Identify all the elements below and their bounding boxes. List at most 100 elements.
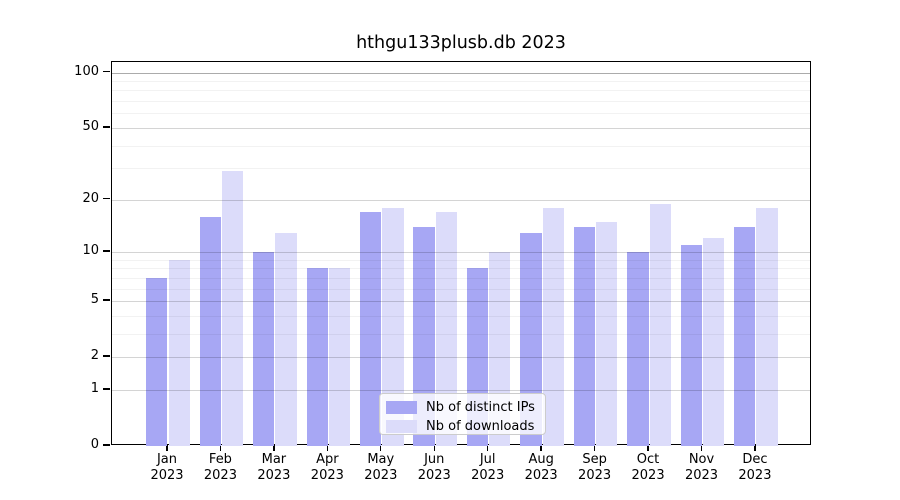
x-label-year: 2023	[738, 467, 772, 483]
chart-title: hthgu133plusb.db 2023	[356, 33, 566, 53]
bar-downloads-jun	[435, 212, 458, 446]
x-tick-jun	[433, 445, 435, 451]
gridline-minor-9	[112, 259, 810, 261]
y-tick-50	[103, 126, 110, 128]
x-tick-label-feb: Feb 2023	[190, 452, 250, 483]
x-tick-jul	[487, 445, 489, 451]
gridline-1	[112, 389, 810, 391]
y-tick-label-2: 2	[90, 348, 99, 364]
gridline-minor-6	[112, 288, 810, 290]
x-label-month: Oct	[636, 452, 660, 467]
legend: Nb of distinct IPs Nb of downloads	[379, 393, 546, 435]
x-tick-dec	[754, 445, 756, 451]
x-label-year: 2023	[257, 467, 291, 483]
y-tick-1	[103, 388, 110, 390]
legend-label-distinct-ips: Nb of distinct IPs	[426, 400, 535, 415]
x-label-month: Jun	[424, 452, 445, 467]
x-label-month: Mar	[261, 452, 287, 467]
x-label-year: 2023	[471, 467, 505, 483]
x-label-year: 2023	[578, 467, 612, 483]
legend-item-downloads: Nb of downloads	[386, 419, 545, 434]
legend-label-downloads: Nb of downloads	[426, 419, 535, 434]
y-tick-label-0: 0	[90, 437, 99, 452]
x-tick-aug	[540, 445, 542, 451]
x-tick-label-sep: Sep 2023	[565, 452, 625, 483]
gridline-minor-90	[112, 81, 810, 83]
x-label-year: 2023	[203, 467, 237, 483]
bar-distinct-ips-aug	[520, 232, 542, 446]
bar-distinct-ips-nov	[680, 244, 702, 446]
gridline-minor-8	[112, 268, 810, 270]
legend-swatch-distinct-ips	[386, 401, 417, 414]
gridline-minor-60	[112, 113, 810, 115]
x-label-month: Jul	[479, 452, 496, 467]
x-label-month: Feb	[208, 452, 232, 467]
x-tick-label-aug: Aug 2023	[511, 452, 571, 483]
x-label-year: 2023	[684, 467, 719, 483]
x-tick-label-jan: Jan 2023	[137, 452, 197, 483]
gridline-minor-4	[112, 315, 810, 317]
bar-distinct-ips-jan	[146, 277, 168, 446]
y-tick-label-10: 10	[82, 243, 99, 258]
bar-distinct-ips-apr	[306, 268, 328, 446]
x-label-year: 2023	[150, 467, 184, 483]
x-label-year: 2023	[310, 467, 344, 483]
x-tick-label-nov: Nov 2023	[672, 452, 732, 483]
y-tick-0	[103, 444, 110, 446]
x-tick-mar	[273, 445, 275, 451]
x-tick-feb	[219, 445, 222, 451]
gridline-100	[112, 72, 810, 74]
gridline-minor-7	[112, 277, 810, 279]
gridline-minor-40	[112, 145, 810, 147]
bar-downloads-dec	[756, 207, 778, 446]
bar-distinct-ips-sep	[573, 226, 596, 446]
bar-downloads-feb	[221, 170, 244, 446]
y-tick-label-20: 20	[82, 190, 99, 206]
x-label-month: Jan	[156, 452, 178, 467]
bar-downloads-jan	[168, 259, 190, 446]
x-label-year: 2023	[364, 467, 398, 483]
x-tick-sep	[593, 445, 596, 451]
x-label-year: 2023	[417, 467, 451, 483]
bar-downloads-apr	[328, 268, 351, 446]
x-label-month: Dec	[742, 452, 768, 467]
bar-downloads-aug	[542, 207, 564, 446]
bar-distinct-ips-jun	[413, 226, 435, 446]
x-tick-may	[380, 445, 382, 451]
x-tick-label-jun: Jun 2023	[404, 452, 464, 483]
x-tick-label-jul: Jul 2023	[458, 452, 518, 483]
x-label-month: Aug	[528, 452, 554, 467]
bar-distinct-ips-feb	[199, 216, 221, 446]
x-label-month: Apr	[316, 452, 339, 467]
gridline-minor-80	[112, 90, 810, 92]
y-tick-10	[103, 250, 110, 252]
x-tick-label-oct: Oct 2023	[618, 452, 678, 483]
y-tick-20	[103, 197, 110, 200]
x-label-year: 2023	[631, 467, 665, 483]
bar-distinct-ips-mar	[253, 252, 275, 446]
x-label-month: Sep	[582, 452, 607, 467]
bar-downloads-may	[382, 207, 404, 446]
gridline-2	[112, 357, 810, 359]
bar-downloads-mar	[275, 232, 297, 446]
gridline-50	[112, 127, 810, 129]
bar-downloads-sep	[596, 221, 618, 446]
y-tick-label-1: 1	[90, 380, 99, 396]
x-tick-jan	[166, 445, 168, 451]
x-tick-label-may: May 2023	[351, 452, 411, 483]
bar-distinct-ips-may	[360, 212, 382, 446]
x-tick-label-apr: Apr 2023	[297, 452, 357, 483]
x-tick-apr	[326, 445, 329, 451]
x-tick-label-mar: Mar 2023	[244, 452, 304, 483]
bar-downloads-nov	[703, 238, 725, 446]
y-tick-2	[103, 355, 110, 357]
x-tick-oct	[647, 445, 649, 451]
legend-item-distinct-ips: Nb of distinct IPs	[386, 400, 545, 415]
gridline-20	[112, 199, 810, 201]
legend-swatch-downloads	[386, 420, 417, 433]
y-tick-5	[103, 299, 110, 301]
x-tick-nov	[700, 445, 703, 451]
gridline-minor-3	[112, 333, 810, 335]
gridline-minor-30	[112, 168, 810, 170]
